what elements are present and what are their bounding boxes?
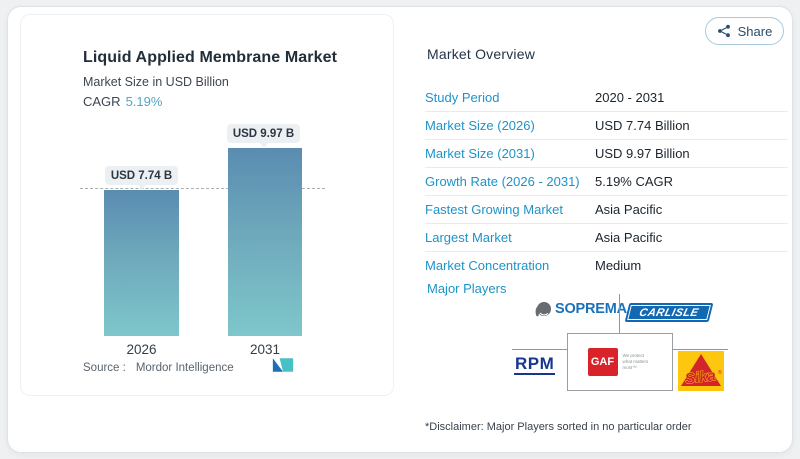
- chart-subtitle: Market Size in USD Billion: [83, 75, 229, 89]
- row-value: Asia Pacific: [595, 230, 663, 245]
- table-row: Market Concentration Medium: [425, 252, 788, 279]
- chart-cagr: CAGR 5.19%: [83, 94, 162, 109]
- chart-title: Liquid Applied Membrane Market: [83, 49, 337, 66]
- row-value: 5.19% CAGR: [595, 174, 674, 189]
- row-value: USD 7.74 Billion: [595, 118, 690, 133]
- share-icon: [717, 24, 730, 38]
- overview-title: Market Overview: [427, 46, 536, 62]
- players-divider-line: [619, 294, 620, 333]
- row-label: Largest Market: [425, 230, 512, 245]
- bar-value-label-2031: USD 9.97 B: [227, 124, 300, 143]
- overview-table: Study Period 2020 - 2031 Market Size (20…: [425, 84, 788, 279]
- mammoth-icon: [535, 302, 551, 317]
- sika-registered-mark: ®: [718, 369, 722, 376]
- row-label: Study Period: [425, 90, 500, 105]
- row-value: USD 9.97 Billion: [595, 146, 690, 161]
- row-label: Market Concentration: [425, 258, 550, 273]
- source-row: Source : Mordor Intelligence: [83, 362, 234, 374]
- major-players-label: Major Players: [427, 281, 507, 296]
- player-logo-sika: Sika ®: [678, 351, 724, 391]
- source-value: Mordor Intelligence: [135, 362, 234, 374]
- player-logo-carlisle: CARLISLE: [624, 303, 714, 322]
- x-axis-label-2031: 2031: [249, 342, 281, 357]
- row-value: Asia Pacific: [595, 202, 663, 217]
- x-axis-label-2026: 2026: [126, 342, 157, 357]
- row-label: Market Size (2031): [425, 146, 535, 161]
- table-row: Largest Market Asia Pacific: [425, 224, 788, 252]
- player-logo-gaf: GAF We protect what matters most™: [567, 333, 673, 391]
- bar-value-label-2026: USD 7.74 B: [105, 166, 178, 185]
- soprema-wordmark: SOPREMA: [555, 301, 627, 317]
- share-button[interactable]: Share: [705, 17, 784, 45]
- table-row: Market Size (2031) USD 9.97 Billion: [425, 140, 788, 168]
- reference-dashed-line: [80, 188, 325, 189]
- cagr-label: CAGR: [83, 94, 121, 109]
- disclaimer-text: *Disclaimer: Major Players sorted in no …: [425, 421, 692, 433]
- sika-wordmark: Sika: [684, 367, 717, 388]
- gaf-tagline: We protect what matters most™: [622, 352, 649, 371]
- player-logo-rpm: RPM: [514, 354, 556, 375]
- table-row: Growth Rate (2026 - 2031) 5.19% CAGR: [425, 168, 788, 196]
- player-logo-soprema: SOPREMA: [533, 299, 627, 319]
- sika-triangle-icon: Sika ®: [681, 354, 722, 388]
- carlisle-wordmark: CARLISLE: [638, 306, 700, 319]
- row-label: Fastest Growing Market: [425, 202, 563, 217]
- chart-panel: Liquid Applied Membrane Market Market Si…: [20, 14, 394, 396]
- row-label: Growth Rate (2026 - 2031): [425, 174, 580, 189]
- connector-line-right: [673, 349, 728, 350]
- gaf-wordmark: GAF: [587, 348, 618, 376]
- source-label: Source :: [83, 362, 126, 374]
- bar-2031: [228, 148, 302, 336]
- share-button-label: Share: [737, 23, 773, 39]
- connector-line-left: [512, 349, 567, 350]
- mordor-intelligence-logo-icon: [272, 358, 294, 372]
- row-value: 2020 - 2031: [595, 90, 665, 105]
- row-value: Medium: [595, 258, 642, 273]
- cagr-value: 5.19%: [125, 94, 163, 109]
- table-row: Fastest Growing Market Asia Pacific: [425, 196, 788, 224]
- bar-2026: [104, 190, 179, 336]
- table-row: Study Period 2020 - 2031: [425, 84, 788, 112]
- table-row: Market Size (2026) USD 7.74 Billion: [425, 112, 788, 140]
- row-label: Market Size (2026): [425, 118, 535, 133]
